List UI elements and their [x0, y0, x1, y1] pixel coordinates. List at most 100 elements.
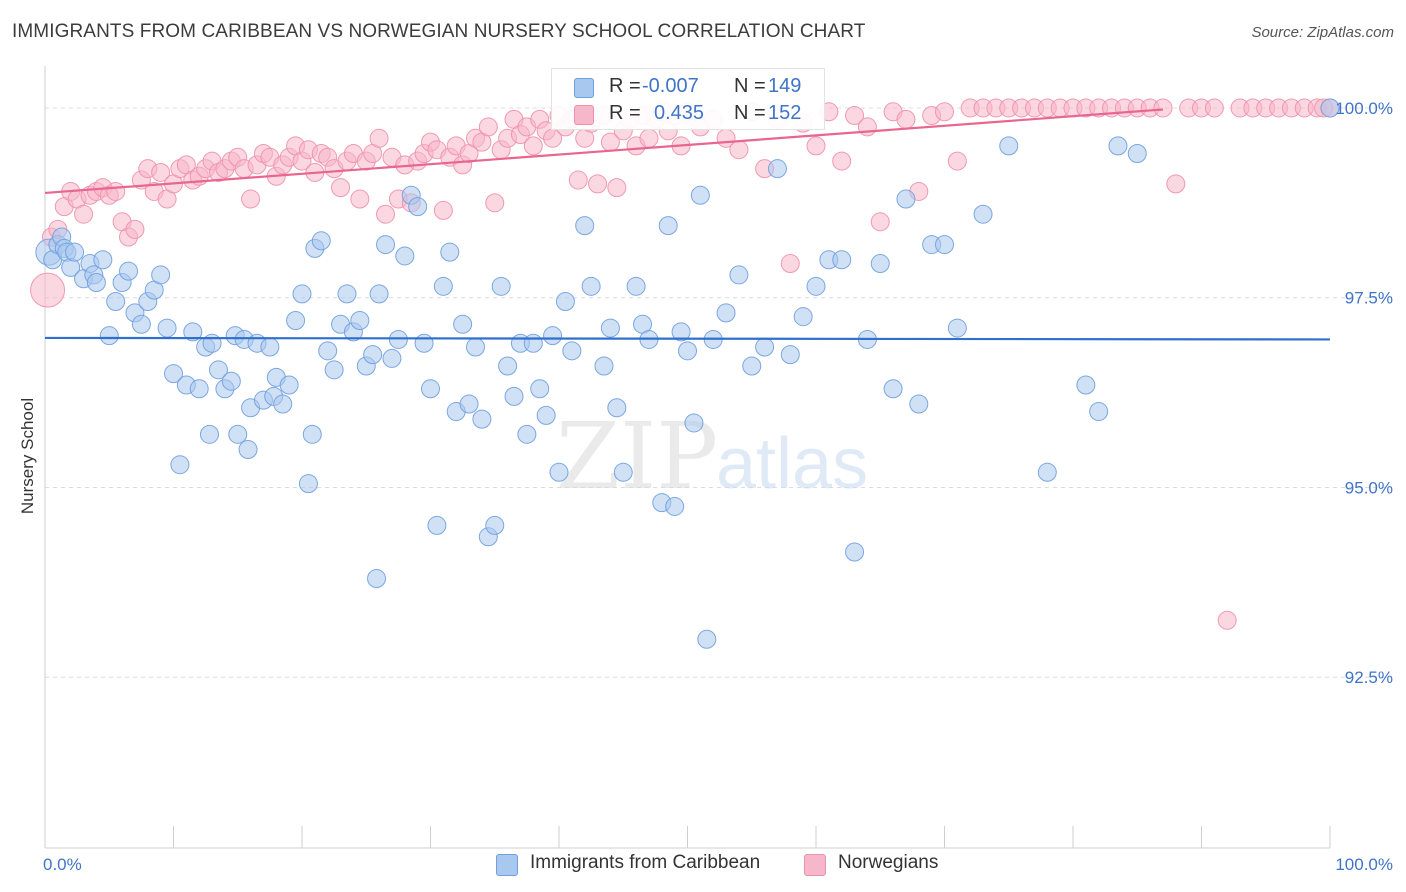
norwegian-point	[30, 272, 66, 308]
caribbean-point	[363, 345, 383, 365]
caribbean-point	[228, 424, 248, 444]
norwegian-point	[369, 128, 389, 148]
caribbean-point	[607, 398, 627, 418]
norwegian-point	[74, 204, 94, 224]
caribbean-point	[729, 265, 749, 285]
caribbean-point	[973, 204, 993, 224]
norwegian-point	[433, 200, 453, 220]
caribbean-point	[183, 322, 203, 342]
norwegian-point	[832, 151, 852, 171]
tick-labels: 100.0% 97.5% 95.0% 92.5% 0.0% 100.0%	[43, 99, 1393, 874]
caribbean-point	[543, 326, 563, 346]
caribbean-point	[157, 318, 177, 338]
norwegian-point	[1153, 98, 1173, 118]
caribbean-point	[382, 348, 402, 368]
caribbean-point	[896, 189, 916, 209]
norwegian-point	[523, 136, 543, 156]
norwegian-point	[607, 178, 627, 198]
caribbean-point	[947, 318, 967, 338]
stats-n-label: N =	[734, 75, 766, 97]
legend-label: Norwegians	[838, 852, 939, 873]
norwegian-point	[639, 128, 659, 148]
stats-r-value: -0.007	[642, 75, 699, 97]
caribbean-point	[367, 569, 387, 589]
caribbean-point	[498, 356, 518, 376]
caribbean-point	[742, 356, 762, 376]
watermark-atlas: atlas	[716, 424, 868, 504]
stats-r-value: 0.435	[654, 102, 705, 124]
caribbean-point	[151, 265, 171, 285]
stats-box: R = -0.007 N = 149 R = 0.435 N = 152	[551, 68, 825, 130]
caribbean-point	[221, 371, 241, 391]
caribbean-point	[600, 318, 620, 338]
caribbean-point	[767, 159, 787, 179]
caribbean-point	[870, 254, 890, 274]
caribbean-point	[202, 333, 222, 353]
caribbean-point	[318, 341, 338, 361]
caribbean-point	[684, 413, 704, 433]
caribbean-point	[523, 333, 543, 353]
caribbean-point	[883, 379, 903, 399]
caribbean-point	[93, 250, 113, 270]
norwegian-point	[857, 117, 877, 137]
caribbean-point	[626, 276, 646, 296]
caribbean-point	[613, 462, 633, 482]
axes	[44, 66, 1331, 849]
caribbean-point	[1127, 143, 1147, 163]
chart-title: IMMIGRANTS FROM CARIBBEAN VS NORWEGIAN N…	[12, 21, 866, 42]
caribbean-point	[485, 515, 505, 535]
norwegian-point	[870, 212, 890, 232]
caribbean-point	[671, 322, 691, 342]
y-tick-label: 97.5%	[1345, 289, 1393, 308]
caribbean-point	[86, 273, 106, 293]
norwegian-point	[588, 174, 608, 194]
stats-swatch-blue	[574, 78, 594, 98]
caribbean-point	[658, 216, 678, 236]
norwegian-point	[568, 170, 588, 190]
caribbean-point	[311, 231, 331, 251]
caribbean-point	[517, 424, 537, 444]
caribbean-point	[504, 386, 524, 406]
caribbean-point	[421, 379, 440, 399]
caribbean-point	[459, 394, 479, 414]
caribbean-point	[909, 394, 929, 414]
legend: Immigrants from Caribbean Norwegians	[0, 852, 1406, 878]
caribbean-point	[1037, 462, 1057, 482]
stats-r-label: R =	[609, 102, 641, 124]
caribbean-point	[298, 474, 318, 494]
caribbean-point	[716, 303, 736, 323]
norwegian-point	[241, 189, 261, 209]
caribbean-point	[1089, 402, 1109, 422]
caribbean-point	[935, 235, 954, 255]
caribbean-point	[260, 337, 280, 357]
caribbean-point	[189, 379, 209, 399]
caribbean-point	[337, 284, 357, 304]
legend-label: Immigrants from Caribbean	[530, 852, 761, 873]
caribbean-point	[549, 462, 569, 482]
caribbean-point	[806, 276, 826, 296]
y-axis-label: Nursery School	[18, 398, 37, 514]
caribbean-point	[697, 629, 717, 649]
caribbean-point	[199, 424, 219, 444]
stats-n-value: 149	[768, 75, 802, 97]
stats-n-value: 152	[768, 102, 802, 124]
caribbean-point	[472, 409, 492, 429]
caribbean-point	[433, 276, 453, 296]
caribbean-point	[408, 197, 428, 217]
norwegian-point	[780, 254, 800, 274]
caribbean-point	[453, 314, 473, 334]
caribbean-point	[350, 310, 370, 330]
caribbean-point	[414, 333, 434, 353]
norwegian-point	[806, 136, 826, 156]
caribbean-point	[440, 242, 460, 262]
caribbean-point	[581, 276, 601, 296]
caribbean-point	[292, 284, 312, 304]
x-tick-label: 0.0%	[43, 855, 82, 874]
caribbean-point	[555, 292, 575, 312]
caribbean-point	[369, 284, 389, 304]
stats-r-label: R =	[609, 75, 641, 97]
caribbean-point	[690, 185, 710, 205]
source-credit: Source: ZipAtlas.com	[1251, 24, 1394, 41]
caribbean-point	[302, 424, 322, 444]
caribbean-point	[164, 364, 183, 384]
